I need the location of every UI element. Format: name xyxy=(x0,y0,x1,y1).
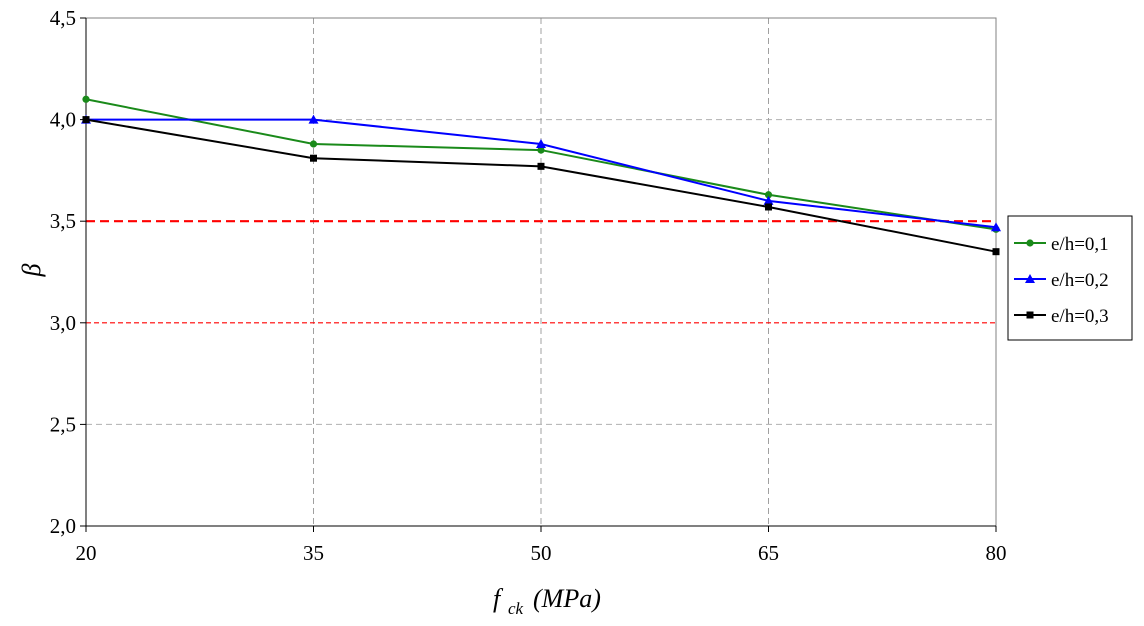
legend: e/h=0,1 e/h=0,2 e/h=0,3 xyxy=(1007,215,1133,341)
data-point xyxy=(536,138,546,148)
x-axis-title-subscript: ck xyxy=(508,599,524,618)
y-tick-label: 4,0 xyxy=(50,108,76,132)
data-point xyxy=(310,154,317,162)
data-point xyxy=(1026,239,1034,247)
x-axis-title-unit: (MPa) xyxy=(533,584,601,613)
y-axis-title: β xyxy=(17,263,46,277)
data-point xyxy=(537,146,545,154)
legend-label: e/h=0,1 xyxy=(1051,234,1109,255)
x-tick-label: 50 xyxy=(531,541,552,565)
data-point xyxy=(763,195,774,205)
x-tick-label: 65 xyxy=(758,541,779,565)
data-point xyxy=(764,191,773,199)
data-point xyxy=(82,95,90,103)
y-tick-label: 3,0 xyxy=(50,311,76,335)
data-point xyxy=(992,248,1000,256)
x-tick-label: 80 xyxy=(986,541,1007,565)
x-axis-title-symbol: f xyxy=(493,584,504,613)
y-tick-label: 2,0 xyxy=(50,514,76,538)
data-point xyxy=(1026,311,1034,319)
y-tick-label: 2,5 xyxy=(50,412,76,436)
x-tick-label: 20 xyxy=(76,541,97,565)
y-tick-label: 3,5 xyxy=(50,209,76,233)
data-point xyxy=(991,222,1001,232)
data-point xyxy=(309,140,318,148)
grid-layer xyxy=(86,18,996,526)
series-layer xyxy=(81,95,1001,256)
legend-item: e/h=0,2 xyxy=(1014,270,1109,291)
x-tick-label: 35 xyxy=(303,541,324,565)
data-point xyxy=(765,203,772,211)
data-point xyxy=(537,162,545,170)
x-axis-title: f ck (MPa) xyxy=(493,584,601,618)
data-point xyxy=(1025,274,1035,283)
legend-label: e/h=0,2 xyxy=(1051,270,1109,291)
data-point xyxy=(82,116,90,124)
legend-label: e/h=0,3 xyxy=(1051,306,1109,327)
legend-item: e/h=0,3 xyxy=(1014,306,1109,327)
data-point xyxy=(308,114,319,124)
series-e/h=0,1 xyxy=(82,95,1000,233)
legend-item: e/h=0,1 xyxy=(1014,234,1109,255)
series-e/h=0,3 xyxy=(82,116,1000,256)
axes xyxy=(80,17,997,532)
y-tick-label: 4,5 xyxy=(50,6,76,30)
tick-labels: 2,0 2,5 3,0 3,5 4,0 4,5 20 35 50 65 80 xyxy=(50,6,1007,565)
